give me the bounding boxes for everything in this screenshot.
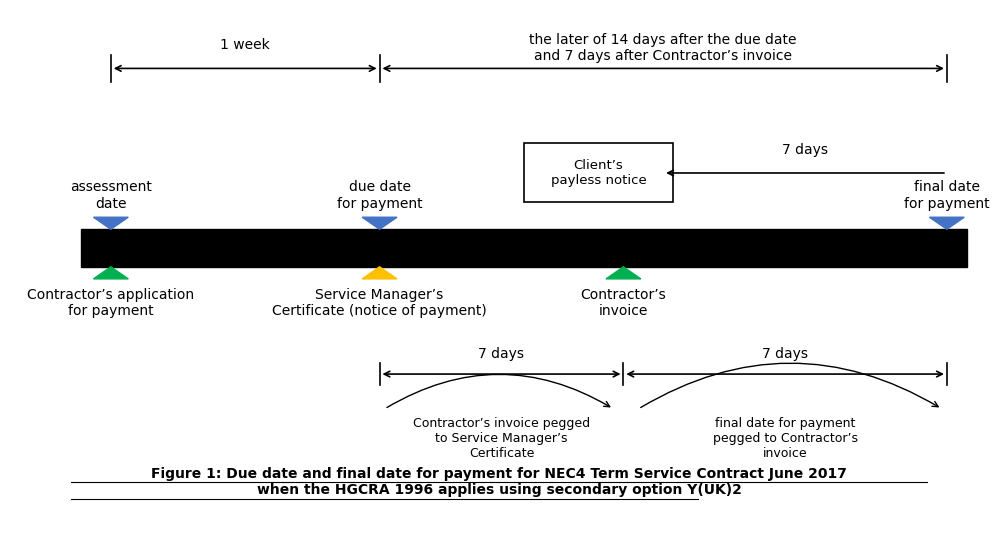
Text: the later of 14 days after the due date
and 7 days after Contractor’s invoice: the later of 14 days after the due date … [529,33,797,63]
Text: when the HGCRA 1996 applies using secondary option Y(UK)2: when the HGCRA 1996 applies using second… [257,483,741,497]
Text: due date
for payment: due date for payment [337,181,423,211]
Text: final date for payment
pegged to Contractor’s
invoice: final date for payment pegged to Contrac… [712,417,858,460]
FancyBboxPatch shape [524,143,673,203]
Text: 1 week: 1 week [220,38,271,52]
Text: Service Manager’s
Certificate (notice of payment): Service Manager’s Certificate (notice of… [273,288,487,319]
Polygon shape [362,217,397,229]
Text: 7 days: 7 days [782,143,828,157]
Text: Contractor’s
invoice: Contractor’s invoice [580,288,666,319]
Text: assessment
date: assessment date [70,181,151,211]
Text: Figure 1: Due date and final date for payment for NEC4 Term Service Contract Jun: Figure 1: Due date and final date for pa… [151,467,847,481]
Polygon shape [93,267,128,279]
Polygon shape [362,267,397,279]
Text: 7 days: 7 days [479,347,524,361]
Polygon shape [93,217,128,229]
Text: final date
for payment: final date for payment [904,181,990,211]
Text: Contractor’s application
for payment: Contractor’s application for payment [27,288,194,319]
Text: Client’s
payless notice: Client’s payless notice [551,159,646,187]
Polygon shape [606,267,641,279]
Text: 7 days: 7 days [763,347,809,361]
FancyBboxPatch shape [81,229,967,267]
Text: Contractor’s invoice pegged
to Service Manager’s
Certificate: Contractor’s invoice pegged to Service M… [413,417,590,460]
Polygon shape [930,217,964,229]
